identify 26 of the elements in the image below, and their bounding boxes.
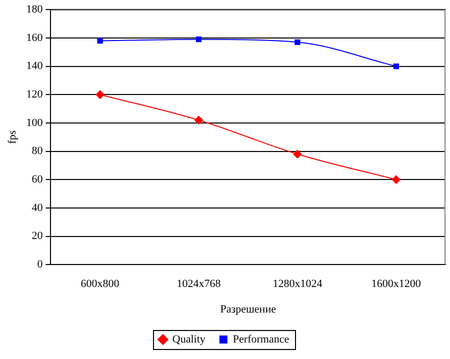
x-tick-label: 1280x1024 (272, 278, 323, 290)
y-tick-label: 180 (26, 3, 44, 16)
point (292, 150, 302, 159)
x-tick-label: 1600x1200 (371, 278, 422, 290)
point (392, 175, 401, 184)
x-tick-label: 1024x768 (176, 278, 222, 290)
y-tick-label: 20 (32, 230, 44, 242)
point (97, 38, 103, 44)
x-axis-title: Разрешение (220, 303, 276, 316)
y-axis-title: fps (6, 130, 18, 144)
point (393, 63, 399, 70)
point (196, 36, 202, 42)
legend-label: Quality (172, 333, 206, 346)
y-tick-label: 60 (32, 173, 44, 186)
y-tick-label: 120 (26, 88, 44, 100)
y-tick-label: 40 (32, 202, 44, 214)
y-tick-label: 100 (26, 116, 44, 129)
x-tick-label: 600x800 (80, 278, 120, 290)
point (294, 39, 300, 46)
legend-label: Performance (232, 333, 290, 346)
point (194, 116, 204, 125)
y-tick-label: 160 (26, 32, 44, 44)
y-tick-label: 80 (32, 145, 44, 158)
y-tick-label: 0 (37, 258, 44, 270)
y-tick-label: 140 (26, 60, 44, 72)
point (96, 90, 105, 100)
